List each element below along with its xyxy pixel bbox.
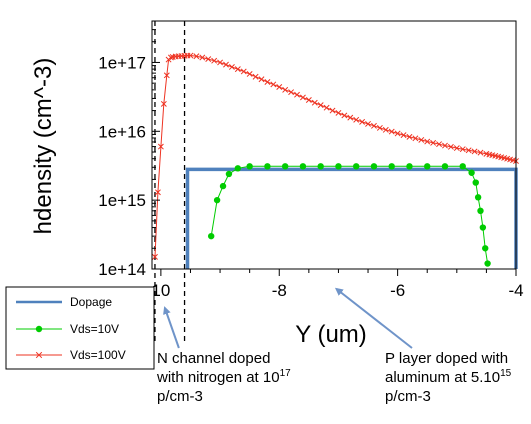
vds-100v-point <box>348 115 353 120</box>
vds-10v-point <box>282 163 288 169</box>
vds-10v-point <box>442 163 448 169</box>
p-layer-note-exponent: 15 <box>500 368 511 379</box>
vds-10v-point <box>214 197 220 203</box>
vds-100v-point <box>354 117 359 122</box>
vds-100v-point <box>300 95 305 100</box>
annotation-arrows <box>165 289 412 348</box>
vds-100v-line <box>155 56 516 257</box>
y-tick-label: 1e+16 <box>98 122 146 141</box>
vds-100v-point <box>277 84 282 89</box>
p-layer-note-line2: aluminum at 5.1015 <box>385 368 511 387</box>
vds-100v-point <box>365 121 370 126</box>
vds-10v-point <box>208 233 214 239</box>
vds-100v-point <box>241 69 246 74</box>
p-layer-note: P layer doped with aluminum at 5.1015 p/… <box>385 349 511 406</box>
vds-100v-point <box>342 113 347 118</box>
dopage-line <box>188 169 517 269</box>
vds-100v-point <box>360 119 365 124</box>
vds-10v-line <box>211 166 487 263</box>
vds-10v-point <box>473 179 479 185</box>
vds-100v-point <box>318 103 323 108</box>
n-channel-note-exponent: 17 <box>280 368 291 379</box>
vds-100v-point <box>312 100 317 105</box>
x-tick-label: -6 <box>390 281 405 300</box>
vds-100v-point <box>336 110 341 115</box>
axes: 1e+14 1e+15 1e+16 1e+17 10 -8 -6 -4 <box>98 21 523 300</box>
n-channel-note: N channel doped with nitrogen at 1017 p/… <box>157 349 291 406</box>
p-layer-note-line1: P layer doped with <box>385 349 511 368</box>
p-layer-note-line3: p/cm-3 <box>385 387 511 406</box>
legend: Dopage Vds=10V Vds=100V <box>6 287 154 369</box>
legend-label-vds-100v: Vds=100V <box>70 348 126 362</box>
vds-100v-point <box>377 125 382 130</box>
series-vds-100v <box>152 53 518 260</box>
vds-100v-point <box>294 92 299 97</box>
vds-10v-point <box>353 163 359 169</box>
x-axis-title: Y (um) <box>295 321 367 348</box>
vds-10v-point <box>484 260 490 266</box>
vds-100v-point <box>395 131 400 136</box>
x-tick-label: -8 <box>272 281 287 300</box>
series-dopage <box>188 169 517 269</box>
legend-label-vds-10v: Vds=10V <box>70 322 119 336</box>
vds-10v-point <box>235 165 241 171</box>
vds-10v-point <box>477 208 483 214</box>
vds-100v-point <box>330 108 335 113</box>
y-tick-label: 1e+15 <box>98 191 146 210</box>
y-axis-title: hdensity (cm^-3) <box>30 58 57 235</box>
vds-100v-point <box>235 67 240 72</box>
vds-100v-point <box>306 97 311 102</box>
vds-10v-point <box>482 245 488 251</box>
y-tick-label: 1e+17 <box>98 53 146 72</box>
series-layer <box>152 53 518 269</box>
vds-10v-point <box>264 163 270 169</box>
vds-100v-point <box>265 79 270 84</box>
vds-10v-point <box>389 163 395 169</box>
x-tick-label: -4 <box>508 281 523 300</box>
series-vds-10v <box>208 163 491 267</box>
vds-10v-point <box>424 163 430 169</box>
n-channel-note-line2: with nitrogen at 1017 <box>157 368 291 387</box>
vds-10v-point <box>220 183 226 189</box>
vds-100v-point <box>283 87 288 92</box>
vds-10v-point <box>300 163 306 169</box>
legend-marker-vds-10v <box>36 326 42 332</box>
vds-10v-point <box>468 170 474 176</box>
vds-100v-point <box>389 129 394 134</box>
p-layer-note-text: aluminum at 5.10 <box>385 369 500 386</box>
n-channel-note-line3: p/cm-3 <box>157 387 291 406</box>
vds-100v-point <box>271 82 276 87</box>
vds-10v-point <box>317 163 323 169</box>
n-channel-note-line1: N channel doped <box>157 349 291 368</box>
legend-label-dopage: Dopage <box>70 295 112 309</box>
vds-100v-point <box>223 62 228 67</box>
vds-100v-point <box>324 105 329 110</box>
n-channel-arrow <box>165 308 179 348</box>
n-channel-note-text: with nitrogen at 10 <box>157 369 280 386</box>
vds-10v-point <box>480 224 486 230</box>
vds-100v-point <box>247 71 252 76</box>
y-tick-label: 1e+14 <box>98 260 146 279</box>
vds-100v-point <box>371 123 376 128</box>
vds-10v-point <box>371 163 377 169</box>
vds-100v-point <box>253 74 258 79</box>
vds-10v-point <box>406 163 412 169</box>
vds-100v-point <box>288 90 293 95</box>
vds-10v-point <box>460 163 466 169</box>
vds-100v-point <box>259 77 264 82</box>
vds-10v-point <box>335 163 341 169</box>
vds-10v-point <box>246 163 252 169</box>
vds-100v-point <box>229 64 234 69</box>
vds-10v-point <box>475 194 481 200</box>
vds-10v-point <box>226 171 232 177</box>
